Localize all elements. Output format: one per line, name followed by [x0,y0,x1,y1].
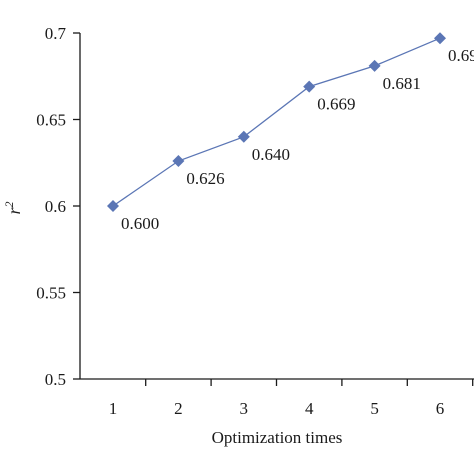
x-axis-label: Optimization times [212,428,343,447]
data-label: 0.626 [186,169,224,188]
x-tick-label: 2 [174,399,183,418]
data-point-marker [237,130,250,143]
x-tick-label: 3 [240,399,249,418]
data-point-marker [172,155,185,168]
data-series [107,32,446,212]
y-axis-label-main: r [4,207,24,215]
x-tick-label: 1 [109,399,118,418]
data-label: 0.681 [383,74,421,93]
y-tick-label: 0.7 [45,24,67,43]
x-tick-label: 6 [436,399,445,418]
data-point-marker [303,80,316,93]
data-point-marker [107,200,119,212]
data-point-marker [368,59,381,72]
data-label: 0.640 [252,145,290,164]
data-labels: 0.600 0.626 0.640 0.669 0.681 0.697 [121,46,474,233]
data-label: 0.600 [121,214,159,233]
data-label: 0.697 [448,46,474,65]
x-ticks: 1 2 3 4 5 6 [109,379,474,418]
data-point-marker [434,32,446,45]
y-tick-label: 0.65 [36,111,66,130]
y-tick-label: 0.5 [45,370,66,389]
y-tick-label: 0.6 [45,197,66,216]
data-label: 0.669 [317,95,355,114]
x-tick-label: 5 [370,399,379,418]
y-axis-label: r2 [2,201,24,214]
y-ticks: 0.5 0.55 0.6 0.65 0.7 [36,24,80,389]
x-tick-label: 4 [305,399,314,418]
y-axis-label-superscript: 2 [2,201,16,207]
y-tick-label: 0.55 [36,284,66,303]
series-line [112,37,441,207]
